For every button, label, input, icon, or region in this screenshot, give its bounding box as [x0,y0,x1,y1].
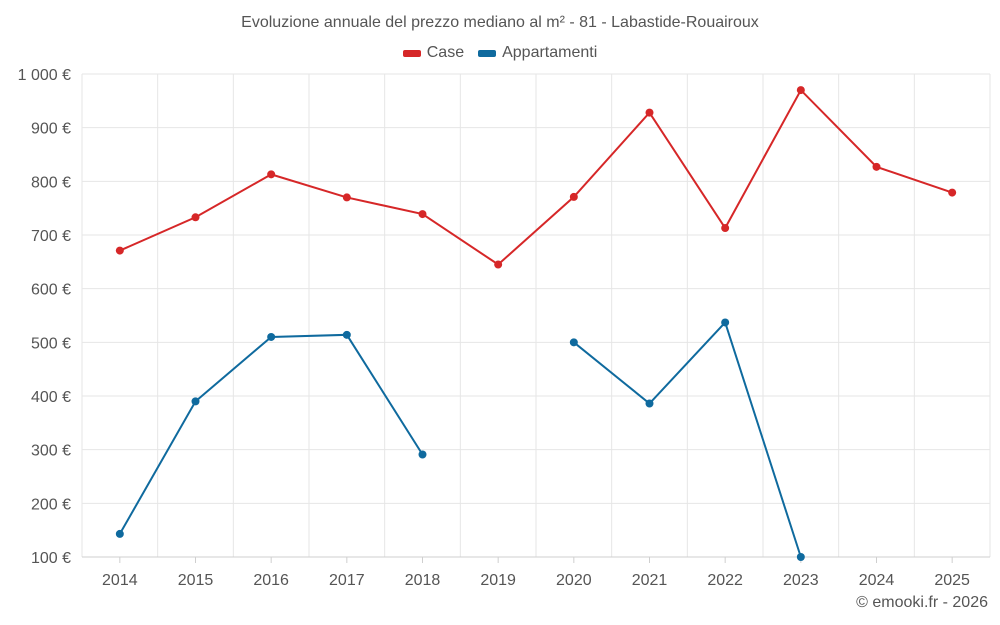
legend-item-appartamenti[interactable]: Appartamenti [478,44,597,62]
data-point-case[interactable] [569,192,578,201]
legend-item-case[interactable]: Case [402,44,465,62]
x-tick-label: 2014 [102,572,138,589]
legend-label-case: Case [426,44,465,61]
data-point-case[interactable] [948,188,957,197]
series-line-appartamenti [118,333,424,535]
series-line-appartamenti [573,320,802,558]
x-tick-label: 2015 [178,572,214,589]
data-point-case[interactable] [267,170,276,179]
y-tick-label: 900 € [31,121,71,138]
x-tick-label: 2018 [405,572,441,589]
data-point-case[interactable] [645,108,654,117]
series-case [115,86,957,269]
data-point-case[interactable] [191,213,200,222]
y-tick-label: 800 € [31,174,71,191]
y-tick-label: 300 € [31,443,71,460]
legend-label-appartamenti: Appartamenti [502,44,598,61]
data-point-appartamenti[interactable] [267,332,276,341]
x-tick-label: 2024 [859,572,895,589]
x-tick-label: 2021 [632,572,668,589]
data-point-case[interactable] [721,224,730,233]
data-point-case[interactable] [342,193,351,202]
series-line-case [119,88,953,266]
grid-layer [81,73,991,557]
data-point-appartamenti[interactable] [721,318,730,327]
y-tick-label: 700 € [31,228,71,245]
y-tick-label: 400 € [31,389,71,406]
data-point-appartamenti[interactable] [418,450,427,459]
x-tick-label: 2019 [480,572,516,589]
copyright-text: © emooki.fr - 2026 [856,594,988,611]
series-appartamenti [115,318,805,561]
x-tick-label: 2020 [556,572,592,589]
data-point-appartamenti[interactable] [115,529,124,538]
chart-title: Evoluzione annuale del prezzo mediano al… [241,14,759,31]
chart-legend: Case Appartamenti [0,44,1000,62]
y-tick-label: 500 € [31,335,71,352]
data-point-appartamenti[interactable] [569,338,578,347]
data-point-appartamenti[interactable] [191,397,200,406]
data-point-appartamenti[interactable] [645,399,654,408]
data-point-case[interactable] [872,162,881,171]
axis-layer: 100 € 200 € 300 € 400 € 500 € 600 € 700 € 800 €… [18,67,990,589]
series-layer [115,86,957,561]
legend-swatch-appartamenti [478,49,497,57]
y-tick-label: 1 000 € [18,67,71,84]
data-point-appartamenti[interactable] [342,330,351,339]
data-point-appartamenti[interactable] [796,553,805,561]
y-tick-label: 200 € [31,496,71,513]
y-tick-label: 600 € [31,282,71,299]
y-tick-label: 100 € [31,550,71,567]
x-tick-label: 2025 [934,572,970,589]
data-point-case[interactable] [418,210,427,219]
x-tick-label: 2023 [783,572,819,589]
data-point-case[interactable] [494,260,503,269]
legend-swatch-case [402,49,421,57]
x-tick-label: 2017 [329,572,365,589]
data-point-case[interactable] [796,86,805,95]
x-tick-label: 2022 [707,572,743,589]
x-tick-label: 2016 [253,572,289,589]
data-point-case[interactable] [115,246,124,255]
